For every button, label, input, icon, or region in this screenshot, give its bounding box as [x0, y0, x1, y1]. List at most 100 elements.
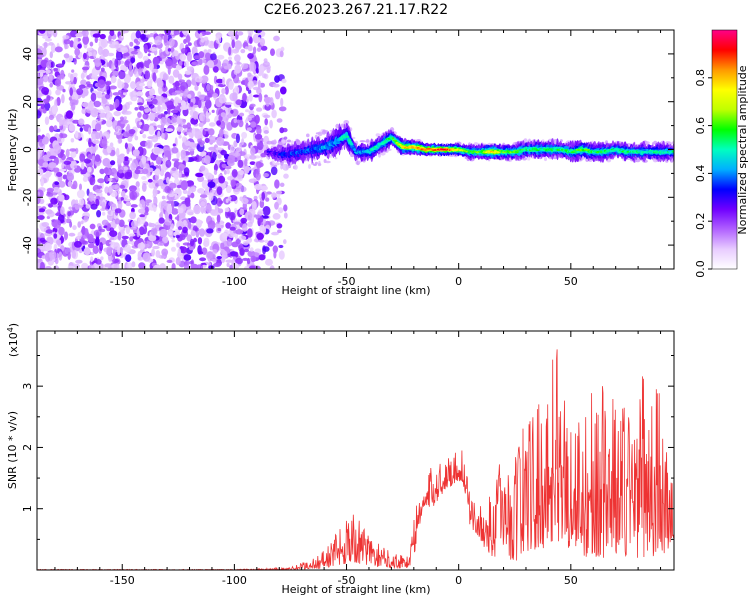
noise-blob: [227, 31, 235, 36]
noise-blob: [218, 96, 227, 104]
noise-blob: [230, 144, 234, 155]
noise-blob: [256, 37, 261, 41]
noise-blob: [208, 122, 216, 127]
noise-blob: [149, 46, 158, 52]
noise-blob: [197, 140, 205, 146]
noise-blob: [247, 221, 253, 228]
noise-blob: [58, 226, 65, 236]
noise-blob: [110, 236, 115, 240]
noise-blob: [84, 228, 89, 237]
noise-blob: [194, 85, 199, 91]
noise-blob: [141, 168, 149, 175]
noise-blob: [137, 208, 146, 214]
noise-blob: [236, 31, 244, 36]
noise-blob: [96, 185, 103, 189]
noise-blob: [259, 82, 265, 88]
noise-blob: [123, 156, 129, 161]
noise-blob: [148, 125, 155, 135]
noise-blob: [145, 199, 152, 204]
noise-blob: [274, 90, 281, 100]
noise-blob: [68, 206, 73, 210]
noise-blob: [43, 90, 49, 96]
noise-blob: [246, 127, 252, 132]
noise-blob: [76, 88, 84, 96]
noise-blob: [221, 88, 226, 95]
noise-blob: [203, 155, 211, 165]
noise-blob: [250, 121, 257, 128]
noise-blob: [140, 129, 145, 133]
noise-blob: [136, 91, 144, 97]
noise-blob: [222, 76, 226, 86]
noise-blob: [70, 73, 74, 82]
noise-blob: [87, 243, 95, 249]
noise-blob: [179, 105, 188, 111]
noise-blob: [111, 184, 119, 190]
noise-blob: [219, 232, 228, 242]
noise-blob: [207, 181, 216, 188]
noise-blob: [75, 235, 82, 240]
noise-blob: [119, 184, 126, 189]
noise-blob: [235, 251, 239, 258]
noise-blob: [257, 79, 261, 90]
noise-blob: [175, 234, 180, 239]
track-halo: [314, 161, 318, 165]
noise-blob: [143, 44, 149, 54]
noise-blob: [215, 34, 222, 44]
noise-blob: [137, 51, 143, 59]
noise-blob: [138, 67, 143, 76]
noise-blob: [66, 172, 74, 181]
noise-blob: [217, 153, 222, 159]
track-cell: [377, 145, 381, 148]
noise-blob: [175, 257, 181, 266]
x-tick-label: -150: [110, 275, 135, 288]
noise-blob: [81, 101, 89, 108]
noise-blob: [235, 229, 244, 235]
noise-blob: [63, 194, 70, 201]
noise-blob: [137, 217, 146, 225]
noise-blob: [197, 237, 203, 245]
noise-blob: [147, 53, 151, 57]
noise-blob: [123, 92, 127, 96]
noise-blob: [135, 181, 140, 188]
noise-blob: [266, 191, 272, 195]
noise-blob: [102, 211, 106, 216]
noise-blob: [148, 182, 155, 189]
noise-blob: [190, 263, 199, 269]
noise-blob: [46, 151, 51, 158]
noise-blob: [69, 221, 73, 228]
noise-blob: [122, 30, 129, 34]
noise-blob: [210, 209, 219, 216]
noise-blob: [200, 204, 205, 214]
track-cell: [398, 143, 402, 146]
noise-blob: [37, 127, 41, 133]
noise-blob: [159, 241, 165, 246]
track-halo: [527, 156, 531, 161]
noise-blob: [216, 78, 224, 84]
noise-blob: [157, 104, 161, 112]
noise-blob: [147, 178, 153, 183]
noise-blob: [254, 183, 263, 190]
noise-blob: [122, 89, 129, 93]
noise-blob: [230, 35, 236, 42]
noise-blob: [37, 248, 41, 255]
noise-blob: [193, 55, 201, 60]
noise-blob: [137, 250, 142, 261]
noise-blob: [69, 87, 73, 97]
noise-blob: [71, 250, 77, 259]
noise-blob: [148, 223, 156, 228]
noise-blob: [155, 250, 161, 258]
noise-blob: [110, 190, 118, 198]
noise-blob: [89, 41, 94, 47]
noise-blob: [165, 128, 174, 132]
noise-blob: [216, 256, 222, 260]
noise-blob: [186, 122, 191, 130]
noise-blob: [47, 30, 53, 35]
noise-blob: [75, 130, 79, 139]
noise-blob: [73, 240, 82, 248]
noise-blob: [94, 57, 101, 68]
noise-blob: [216, 186, 223, 196]
noise-blob: [208, 265, 215, 269]
noise-blob: [206, 60, 215, 69]
noise-blob: [194, 130, 203, 139]
noise-blob: [154, 35, 163, 46]
